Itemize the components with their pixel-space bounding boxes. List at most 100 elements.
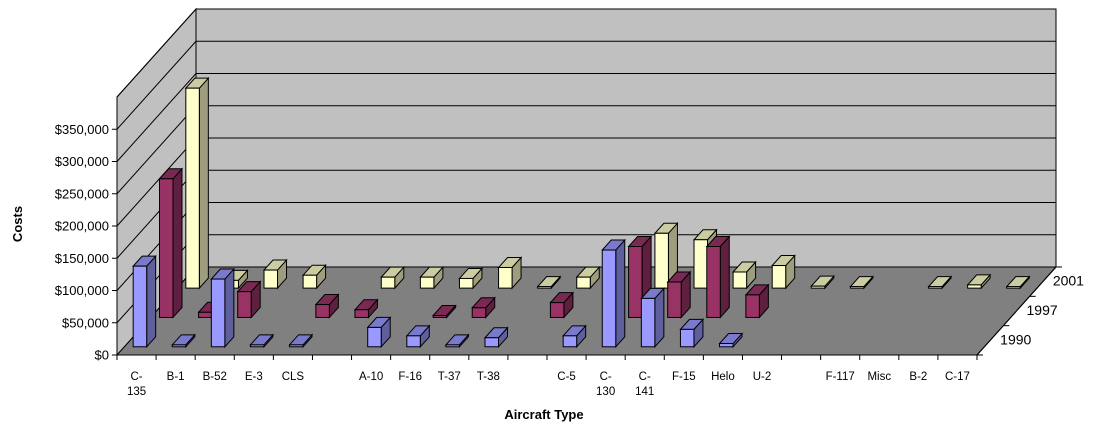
bar bbox=[497, 256, 523, 290]
bar-side bbox=[615, 238, 626, 349]
bar bbox=[171, 333, 196, 349]
y-tick-label: $100,000 bbox=[55, 283, 109, 298]
x-tick-label: B-1 bbox=[167, 371, 185, 383]
bar-front bbox=[928, 286, 943, 289]
bar-front bbox=[484, 337, 499, 348]
bar-front bbox=[640, 297, 656, 348]
gridline bbox=[116, 8, 1056, 98]
bar bbox=[405, 324, 431, 349]
bar bbox=[562, 324, 587, 349]
bar-front bbox=[1006, 286, 1021, 289]
bar bbox=[444, 333, 470, 349]
bar bbox=[419, 265, 445, 290]
x-tick-label: Helo bbox=[711, 371, 735, 383]
x-axis-title: Aircraft Type bbox=[504, 407, 583, 422]
bar bbox=[718, 332, 744, 349]
bar bbox=[744, 283, 770, 319]
x-tick-label: U-2 bbox=[753, 371, 772, 383]
bar bbox=[705, 235, 731, 319]
y-tick-label: $50,000 bbox=[62, 315, 109, 330]
bar-front bbox=[549, 302, 565, 318]
bar-side bbox=[172, 167, 183, 319]
bar-front bbox=[445, 344, 460, 348]
bar-front bbox=[771, 265, 787, 289]
y-tick-label: $250,000 bbox=[55, 186, 109, 201]
bar-front bbox=[302, 274, 318, 289]
x-tick-label: 130 bbox=[596, 386, 615, 398]
x-tick-label: B-2 bbox=[909, 371, 927, 383]
series-2001 bbox=[184, 76, 1031, 290]
y-tick-label: $300,000 bbox=[55, 154, 109, 169]
x-tick-label: C- bbox=[639, 371, 651, 383]
y-tick-label: $150,000 bbox=[55, 251, 109, 266]
x-tick-label: 141 bbox=[635, 386, 654, 398]
x-tick-label: 135 bbox=[127, 386, 146, 398]
bar-front bbox=[732, 271, 748, 289]
bar bbox=[249, 333, 275, 349]
bar bbox=[601, 238, 626, 349]
bar bbox=[549, 291, 575, 319]
bar bbox=[236, 280, 262, 319]
bar-front bbox=[562, 335, 578, 348]
bar-front bbox=[289, 344, 304, 348]
gridline bbox=[116, 73, 1056, 162]
x-tick-label: C-17 bbox=[945, 371, 970, 383]
bar-front bbox=[576, 276, 591, 289]
x-tick-label: C-5 bbox=[557, 371, 576, 383]
bar-front bbox=[706, 246, 721, 318]
bar-front bbox=[471, 307, 487, 318]
bar-front bbox=[198, 311, 213, 318]
bar bbox=[432, 304, 457, 319]
bar-front bbox=[601, 249, 617, 348]
bar bbox=[458, 267, 484, 290]
bar-front bbox=[249, 344, 265, 348]
bar bbox=[1005, 275, 1031, 290]
bar-front bbox=[237, 291, 252, 318]
bar bbox=[288, 333, 314, 349]
bar-front bbox=[810, 285, 826, 289]
bar bbox=[380, 265, 405, 290]
bar-front bbox=[171, 344, 187, 348]
bar bbox=[731, 260, 757, 290]
bar bbox=[640, 287, 665, 349]
x-tick-label: T-38 bbox=[477, 371, 500, 383]
bar bbox=[158, 167, 184, 319]
bar bbox=[132, 254, 157, 349]
y-tick-label: $0 bbox=[95, 348, 109, 363]
bar-front bbox=[667, 281, 682, 318]
depth-tick-label: 1990 bbox=[1000, 331, 1031, 347]
bar-front bbox=[354, 309, 369, 318]
bar-front bbox=[185, 87, 200, 289]
bar-front bbox=[693, 239, 709, 289]
depth-tick-label: 1997 bbox=[1027, 302, 1058, 318]
bar bbox=[966, 273, 992, 290]
gridline bbox=[116, 40, 1056, 130]
x-tick-label: B-52 bbox=[203, 371, 227, 383]
bar bbox=[575, 265, 601, 290]
series-1990 bbox=[132, 238, 744, 349]
bar-front bbox=[406, 335, 421, 348]
bar-front bbox=[719, 343, 734, 348]
bar bbox=[536, 275, 562, 290]
x-tick-label: F-117 bbox=[826, 371, 855, 383]
bar-front bbox=[849, 286, 865, 289]
bar-front bbox=[419, 276, 435, 289]
bar-front bbox=[210, 278, 226, 348]
bar-side bbox=[719, 235, 730, 319]
depth-axis-line bbox=[976, 266, 1057, 356]
y-tick-label: $350,000 bbox=[55, 122, 109, 137]
x-tick-label: A-10 bbox=[359, 371, 383, 383]
y-tick-label: $200,000 bbox=[55, 219, 109, 234]
bar bbox=[849, 275, 875, 290]
bar bbox=[471, 296, 496, 319]
bar bbox=[810, 274, 835, 290]
bar bbox=[666, 270, 692, 319]
bar-side bbox=[146, 254, 157, 349]
bar-front bbox=[263, 269, 279, 289]
bar-front bbox=[679, 328, 695, 348]
bar bbox=[679, 318, 705, 349]
bar bbox=[366, 316, 392, 349]
bar-front bbox=[432, 315, 448, 318]
